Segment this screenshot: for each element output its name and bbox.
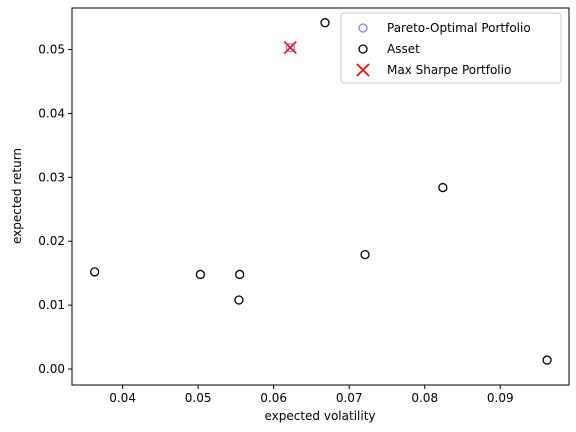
legend-marker-pareto-optimal-portfolio: [358, 23, 368, 33]
y-tick-label: 0.04: [38, 106, 65, 120]
x-tick-label: 0.05: [185, 391, 212, 405]
max-sharpe-portfolio-point: [283, 41, 297, 55]
pareto-optimal-portfolio-point: [285, 42, 295, 53]
asset-point: [542, 355, 552, 365]
asset-point: [438, 182, 448, 193]
asset-point: [320, 18, 330, 28]
asset-point: [234, 295, 244, 305]
asset-point: [360, 249, 370, 260]
y-tick-label: 0.02: [38, 234, 65, 248]
plot-marks: [90, 18, 552, 365]
asset-point: [195, 269, 206, 280]
y-tick-label: 0.01: [38, 298, 65, 312]
x-tick-label: 0.07: [336, 391, 363, 405]
x-tick-label: 0.04: [109, 391, 136, 405]
y-tick-label: 0.00: [38, 362, 65, 376]
legend-label-asset: Asset: [387, 42, 420, 56]
asset-point: [90, 267, 100, 277]
legend-marker-asset: [358, 44, 368, 54]
y-axis-label: expected return: [10, 148, 24, 244]
legend-marker-max-sharpe-portfolio: [356, 63, 370, 77]
x-tick-label: 0.06: [260, 391, 287, 405]
x-axis-label: expected volatility: [264, 409, 375, 423]
y-axis: 0.00 0.01 0.02 0.03 0.04 0.05: [38, 43, 72, 376]
x-tick-label: 0.08: [411, 391, 438, 405]
legend-box: [340, 12, 562, 84]
x-axis: 0.04 0.05 0.06 0.07 0.08 0.09: [109, 385, 514, 405]
y-tick-label: 0.05: [38, 43, 65, 57]
y-tick-label: 0.03: [38, 170, 65, 184]
asset-point: [235, 269, 245, 280]
legend-label-pareto-optimal-portfolio: Pareto-Optimal Portfolio: [387, 21, 531, 35]
legend: Pareto-Optimal Portfolio Asset Max Sharpe …: [340, 12, 562, 84]
legend-label-max-sharpe-portfolio: Max Sharpe Portfolio: [387, 63, 511, 77]
plot-frame: [71, 7, 570, 386]
x-tick-label: 0.09: [487, 391, 514, 405]
